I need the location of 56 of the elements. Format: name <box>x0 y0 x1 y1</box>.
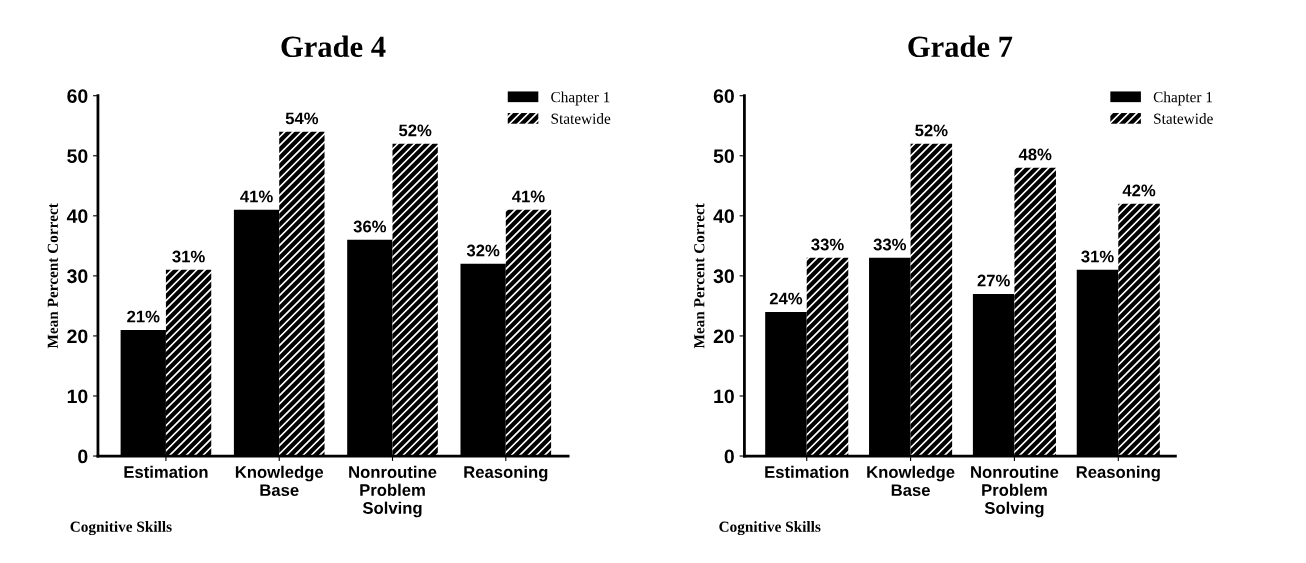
y-tick-label: 10 <box>67 389 88 404</box>
y-tick-label: 30 <box>713 269 734 284</box>
y-tick-label: 60 <box>67 89 88 103</box>
y-axis-title: Mean Percent Correct <box>694 203 705 349</box>
bar <box>165 269 212 457</box>
y-tick-label: 20 <box>67 329 88 344</box>
chart-title: Grade 4 <box>281 35 386 58</box>
x-axis-title: Cognitive Skills <box>719 521 821 536</box>
x-tick-label: Knowledge Base <box>235 465 324 497</box>
x-axis-title: Cognitive Skills <box>70 521 172 536</box>
data-label: 42% <box>1122 184 1156 197</box>
chart-title: Grade 7 <box>908 35 1013 58</box>
data-label: 27% <box>977 274 1010 287</box>
bar <box>1014 167 1056 457</box>
y-tick-label: 40 <box>713 209 734 224</box>
data-label: 33% <box>873 238 907 251</box>
data-label: 21% <box>127 310 160 323</box>
x-tick-label: Estimation <box>124 465 208 478</box>
y-tick-label: 0 <box>724 449 734 464</box>
legend-label: Statewide <box>551 113 611 124</box>
y-tick-label: 20 <box>713 329 734 344</box>
y-tick-label: 60 <box>713 89 734 103</box>
x-tick-label: Knowledge Base <box>867 465 955 497</box>
legend-label: Statewide <box>1154 113 1213 124</box>
y-tick-label: 50 <box>713 149 734 163</box>
data-label: 36% <box>353 220 387 233</box>
y-tick-label: 50 <box>67 149 88 163</box>
y-tick-label: 10 <box>714 389 734 404</box>
data-label: 48% <box>1018 148 1052 161</box>
data-label: 33% <box>811 238 844 251</box>
data-label: 31% <box>172 250 205 263</box>
x-tick-label: Reasoning <box>464 465 548 482</box>
bar <box>1118 203 1160 457</box>
bar <box>910 143 953 457</box>
bar <box>392 143 438 457</box>
y-axis-title: Mean Percent Correct <box>47 203 58 349</box>
legend-label: Chapter 1 <box>1153 91 1213 106</box>
x-tick-label: Nonroutine Problem Solving <box>971 465 1059 518</box>
data-label: 41% <box>512 190 545 203</box>
data-label: 31% <box>1081 250 1114 263</box>
bar <box>279 131 325 457</box>
x-tick-label: Estimation <box>765 465 849 478</box>
data-label: 32% <box>466 244 500 257</box>
x-tick-label: Reasoning <box>1076 465 1160 482</box>
bar <box>806 257 849 457</box>
data-label: 24% <box>769 292 803 305</box>
y-tick-label: 40 <box>66 209 88 224</box>
legend-label: Chapter 1 <box>551 91 610 106</box>
y-tick-label: 0 <box>78 449 88 464</box>
data-label: 52% <box>399 124 432 137</box>
data-label: 52% <box>915 124 948 137</box>
data-label: 54% <box>285 112 319 125</box>
x-tick-label: Nonroutine Problem Solving <box>349 465 437 518</box>
y-tick-label: 30 <box>67 269 88 284</box>
bar <box>505 209 552 457</box>
data-label: 41% <box>240 190 273 203</box>
